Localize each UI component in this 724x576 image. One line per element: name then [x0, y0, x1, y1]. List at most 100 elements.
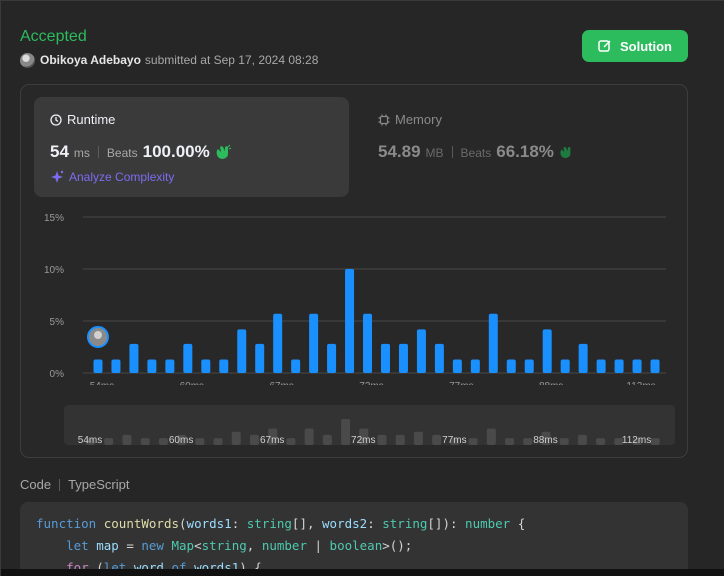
minimap-bar	[432, 434, 442, 445]
divider	[59, 478, 61, 491]
minimap-bar	[140, 438, 150, 445]
chart-bar	[380, 343, 390, 373]
submission-meta: Obikoya Adebayo submitted at Sep 17, 202…	[20, 52, 318, 68]
memory-beats-value: 66.18%	[496, 142, 554, 161]
minimap-bar	[632, 438, 642, 445]
y-tick-label: 15%	[44, 213, 64, 224]
minimap-bar	[395, 434, 405, 445]
chart-bar	[434, 343, 444, 373]
minimap-bar	[304, 428, 314, 445]
analyze-complexity-button[interactable]: Analyze Complexity	[50, 170, 174, 184]
minimap-bar	[158, 438, 168, 445]
runtime-values: 54 ms Beats 100.00%	[50, 142, 232, 162]
chip-icon	[378, 114, 390, 125]
minimap-bar	[268, 428, 278, 445]
minimap-label: 54ms	[78, 435, 102, 445]
y-tick-label: 5%	[50, 317, 65, 328]
minimap-bar	[614, 438, 624, 445]
avatar[interactable]	[20, 52, 35, 68]
y-tick-label: 0%	[50, 369, 65, 380]
bottom-bar	[1, 569, 724, 576]
chart-bar	[183, 343, 193, 373]
runtime-tab[interactable]: Runtime 54 ms Beats 100.00% Analyze Comp…	[34, 97, 349, 197]
chart-bar	[111, 359, 121, 373]
chart-bar	[201, 359, 211, 373]
minimap-bar	[505, 438, 515, 445]
code-tab-label: Code	[20, 477, 52, 492]
x-tick-label: 112ms	[626, 381, 655, 385]
minimap-bar	[122, 434, 132, 445]
minimap-bar	[341, 419, 351, 445]
chart-bar	[345, 269, 355, 373]
runtime-beats-label: Beats	[106, 146, 138, 160]
minimap-bar	[286, 438, 296, 445]
clap-icon	[216, 144, 231, 159]
chart-range-minimap[interactable]: 54ms 60ms 67ms 72ms 77ms 88ms 112ms	[64, 405, 675, 446]
chart-bar	[129, 343, 139, 373]
minimap-bar	[577, 434, 587, 445]
sparkle-icon	[51, 170, 64, 183]
chart-bar	[291, 359, 301, 373]
chart-bar	[614, 359, 624, 373]
chart-bar	[506, 359, 516, 373]
chart-bar	[650, 359, 660, 373]
code-block[interactable]: function countWords(words1: string[], wo…	[20, 502, 688, 576]
x-tick-label: 77ms	[449, 381, 473, 385]
minimap-bar	[650, 438, 660, 445]
memory-title-label: Memory	[395, 112, 442, 127]
memory-values: 54.89 MB Beats 66.18%	[378, 142, 574, 162]
clap-icon	[560, 146, 571, 159]
divider	[451, 146, 453, 158]
minimap-bar	[413, 431, 423, 445]
chart-bar	[542, 329, 552, 373]
username-link[interactable]: Obikoya Adebayo	[40, 53, 141, 67]
chart-bar	[147, 359, 157, 373]
minimap-bar	[195, 438, 205, 445]
minimap-bar	[468, 438, 478, 445]
minimap-bar	[231, 431, 241, 445]
chart-bar	[632, 359, 642, 373]
minimap-bar	[523, 438, 533, 445]
performance-card: Runtime 54 ms Beats 100.00% Analyze Comp…	[20, 84, 688, 458]
chart-bar	[165, 359, 175, 373]
runtime-unit: ms	[73, 146, 90, 160]
chart-bar	[470, 359, 480, 373]
chart-bar	[488, 313, 498, 373]
solution-button[interactable]: Solution	[582, 30, 688, 62]
chart-bar	[578, 343, 588, 373]
minimap-label: 77ms	[442, 435, 466, 445]
chart-bar	[560, 359, 570, 373]
x-tick-label: 54ms	[90, 381, 114, 385]
chart-bar	[93, 359, 103, 373]
memory-tab[interactable]: Memory 54.89 MB Beats 66.18%	[362, 97, 677, 197]
chart-bar	[273, 313, 283, 373]
runtime-title-label: Runtime	[67, 112, 116, 127]
submitted-time: submitted at Sep 17, 2024 08:28	[144, 53, 319, 67]
memory-unit: MB	[425, 146, 444, 160]
minimap-label: 67ms	[260, 435, 284, 445]
submission-status: Accepted	[20, 28, 87, 45]
minimap-label: 112ms	[622, 435, 651, 445]
edit-icon	[598, 40, 611, 52]
minimap-bar	[559, 438, 569, 445]
solution-button-label: Solution	[620, 38, 672, 54]
minimap-bar	[486, 428, 496, 445]
minimap-bar	[86, 438, 95, 445]
minimap-bar	[359, 428, 369, 445]
clock-icon	[50, 113, 62, 126]
divider	[97, 146, 99, 158]
chart-bar	[219, 359, 229, 373]
minimap-bar	[541, 431, 551, 445]
runtime-value: 54	[50, 142, 69, 161]
y-tick-label: 10%	[44, 265, 64, 276]
chart-bar	[363, 313, 373, 373]
runtime-title: Runtime	[50, 112, 115, 127]
x-tick-label: 72ms	[359, 381, 383, 385]
memory-title: Memory	[378, 112, 442, 127]
runtime-distribution-chart: 0% 5% 10% 15% 54ms 60ms 67ms 72ms 77ms 88ms 112ms	[21, 205, 689, 392]
minimap-label: 88ms	[533, 435, 557, 445]
minimap-bar	[596, 438, 606, 445]
avatar-head	[93, 331, 102, 339]
chart-bar	[524, 359, 534, 373]
code-language: TypeScript	[68, 477, 130, 492]
